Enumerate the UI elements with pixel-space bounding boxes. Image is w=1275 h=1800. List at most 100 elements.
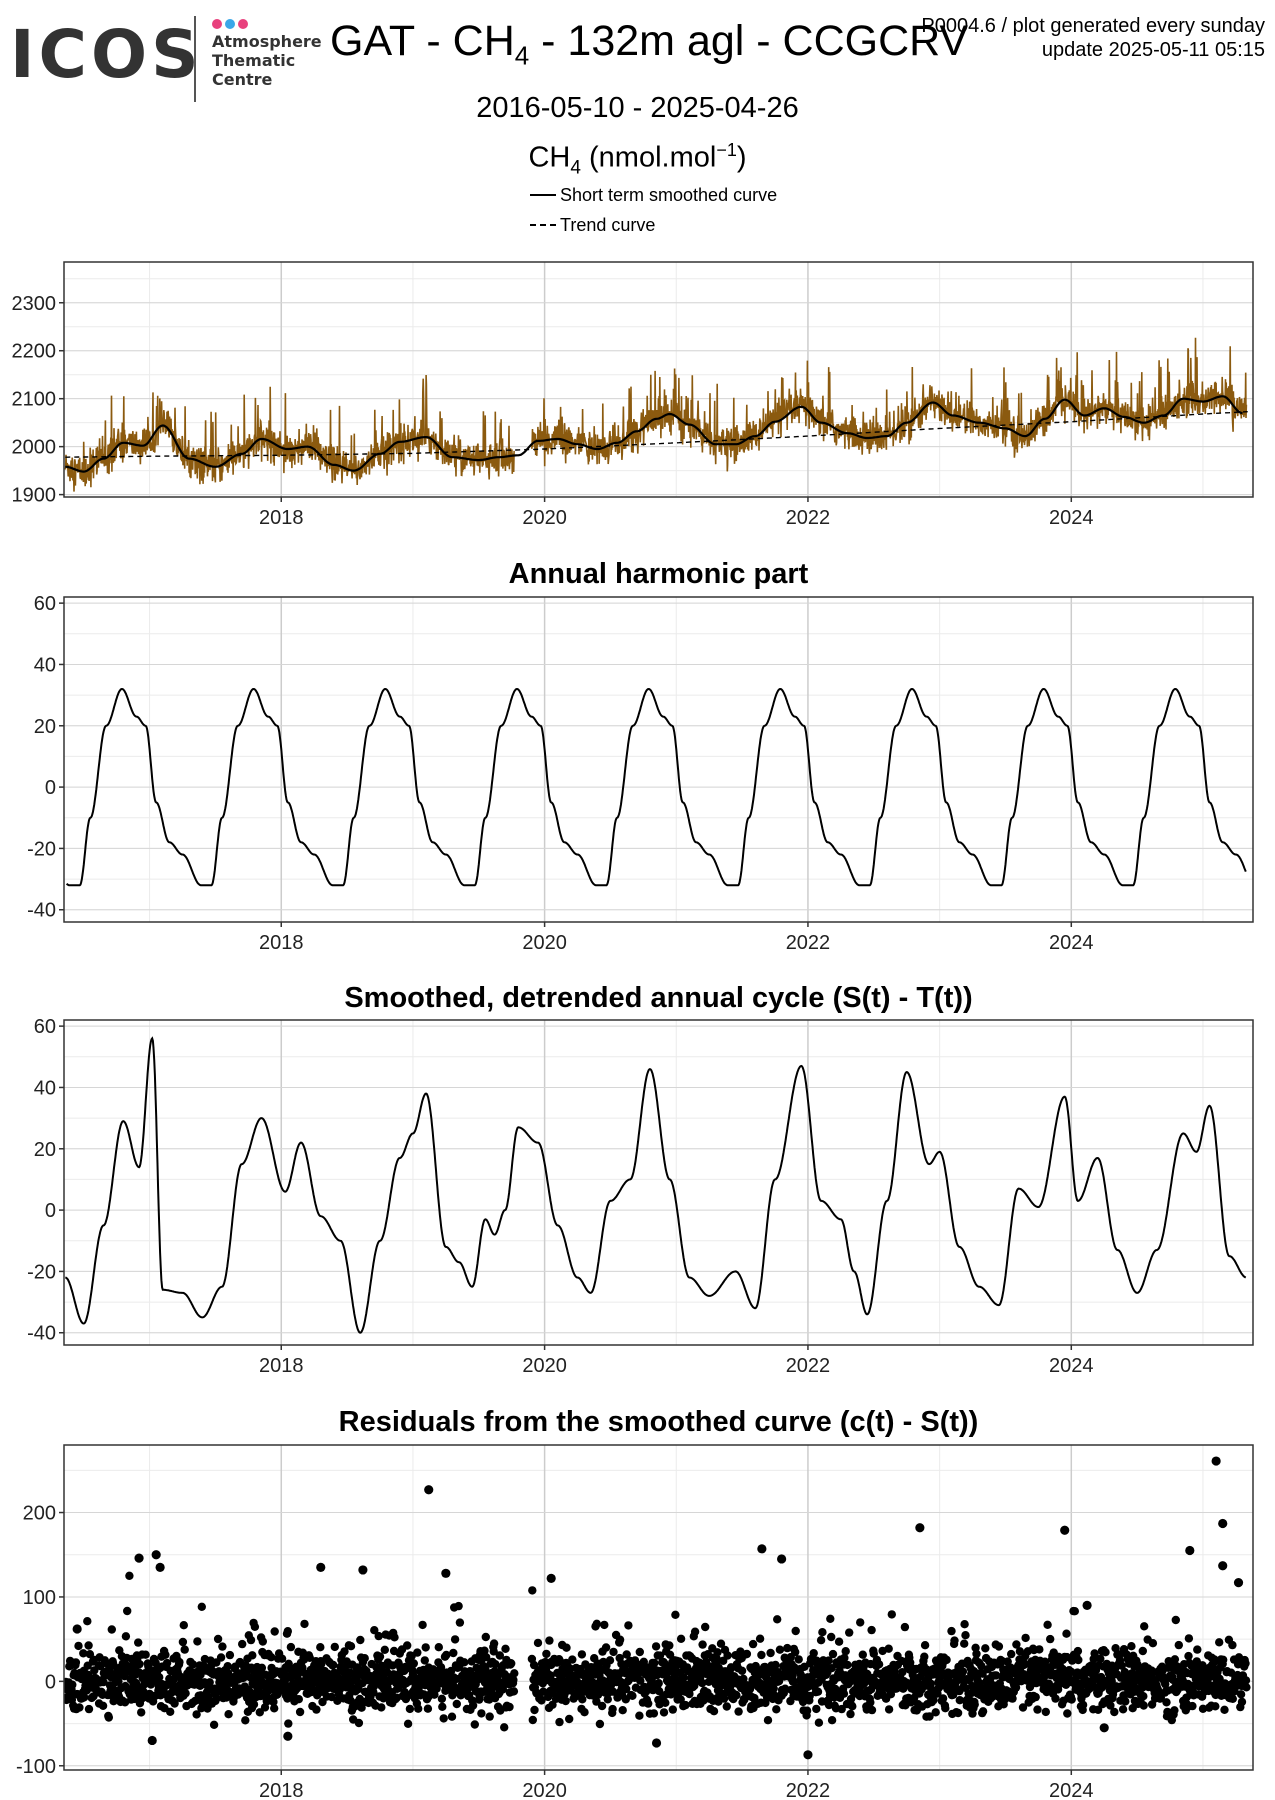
residual-point — [436, 1663, 446, 1672]
residual-point — [960, 1639, 969, 1648]
residual-point — [1033, 1705, 1042, 1714]
residual-point — [1111, 1644, 1120, 1653]
residual-point — [1031, 1692, 1040, 1702]
residual-point — [300, 1619, 309, 1629]
residual-point — [668, 1705, 677, 1714]
residual-point — [500, 1723, 509, 1732]
residual-point — [175, 1657, 184, 1667]
residual-point — [354, 1718, 364, 1728]
legend-dashed-line-icon — [530, 224, 556, 226]
residual-point — [970, 1700, 979, 1709]
residual-point — [83, 1617, 92, 1626]
residual-point — [104, 1713, 114, 1722]
residual-point — [769, 1684, 778, 1693]
residual-point — [742, 1649, 752, 1659]
residual-point — [294, 1695, 303, 1704]
residual-point — [953, 1708, 963, 1718]
residual-point — [635, 1711, 644, 1720]
residual-point — [501, 1644, 510, 1654]
residual-point — [679, 1673, 688, 1682]
residual-point — [1117, 1661, 1127, 1670]
residual-point — [671, 1610, 680, 1620]
residual-point — [1043, 1620, 1052, 1630]
residual-point — [166, 1707, 175, 1717]
residual-point — [561, 1696, 570, 1706]
residual-point — [114, 1677, 123, 1686]
residual-point — [805, 1691, 814, 1701]
legend-label: Trend curve — [560, 214, 656, 235]
residual-point — [791, 1647, 800, 1657]
x-tick-label: 2020 — [522, 1355, 567, 1377]
residual-point — [827, 1716, 837, 1725]
residual-point — [192, 1710, 201, 1719]
residual-point — [316, 1643, 325, 1652]
residual-point — [138, 1693, 148, 1703]
residual-point — [507, 1659, 516, 1668]
residual-point — [712, 1654, 721, 1663]
residual-point — [267, 1653, 276, 1662]
residual-point — [920, 1652, 929, 1661]
residual-point — [403, 1641, 412, 1650]
y-tick-label: 200 — [23, 1503, 56, 1525]
residual-point — [98, 1701, 108, 1711]
version-info: P0004.6 / plot generated every sunday up… — [921, 14, 1265, 62]
residual-point — [542, 1649, 551, 1659]
residual-point — [450, 1635, 460, 1644]
panel-border — [63, 261, 1254, 498]
y-tick-label: -20 — [27, 838, 56, 860]
residual-point — [1018, 1703, 1028, 1712]
plot-area — [64, 1456, 1251, 1760]
residual-point — [887, 1610, 896, 1619]
y-tick-label: 60 — [34, 593, 56, 615]
residual-point — [636, 1676, 645, 1685]
x-tick-label: 2018 — [259, 1355, 304, 1377]
residual-point — [141, 1650, 150, 1659]
residual-point — [1237, 1697, 1247, 1707]
residual-point — [510, 1669, 519, 1678]
residual-point — [961, 1631, 970, 1640]
panel-title: Residuals from the smoothed curve (c(t) … — [339, 1406, 979, 1438]
residual-point — [777, 1554, 787, 1564]
residual-point — [1007, 1649, 1016, 1659]
residual-point — [370, 1626, 379, 1635]
residual-point — [655, 1651, 665, 1660]
ylabel-main: CH — [528, 141, 571, 174]
residual-point — [1171, 1615, 1181, 1625]
residual-point — [375, 1652, 385, 1661]
residual-point — [628, 1691, 637, 1701]
update-text: update 2025-05-11 05:15 — [1041, 39, 1265, 61]
residual-point — [603, 1695, 612, 1704]
residual-point — [470, 1720, 479, 1729]
residual-point — [605, 1656, 615, 1665]
residual-point — [840, 1653, 849, 1663]
residual-point — [121, 1632, 131, 1641]
residual-point — [772, 1705, 781, 1714]
y-tick-label: 20 — [34, 716, 56, 738]
harmonic-curve — [65, 687, 1247, 887]
residual-point — [931, 1708, 940, 1717]
residual-point — [197, 1602, 206, 1612]
residual-point — [409, 1659, 418, 1668]
residual-point — [135, 1659, 144, 1669]
title-prefix: GAT - CH — [330, 17, 515, 65]
residual-point — [1096, 1654, 1105, 1663]
logo-subtitle: Atmosphere Thematic Centre — [212, 32, 322, 89]
residual-point — [546, 1573, 556, 1583]
residual-point — [716, 1639, 726, 1648]
residual-point — [224, 1710, 233, 1719]
residual-point — [737, 1666, 747, 1676]
residual-point — [295, 1707, 305, 1717]
residual-point — [942, 1655, 951, 1665]
residual-point — [732, 1691, 741, 1700]
residual-point — [99, 1677, 108, 1687]
residual-point — [1051, 1694, 1060, 1703]
smoothed-curve — [65, 395, 1243, 473]
residual-point — [565, 1664, 575, 1673]
residual-point — [1184, 1651, 1193, 1661]
residual-point — [580, 1708, 589, 1717]
residual-point — [748, 1639, 758, 1649]
icos-logo: ICOS — [10, 16, 203, 93]
residual-point — [340, 1647, 349, 1656]
x-tick-label: 2024 — [1049, 932, 1094, 954]
residual-point — [856, 1618, 865, 1627]
